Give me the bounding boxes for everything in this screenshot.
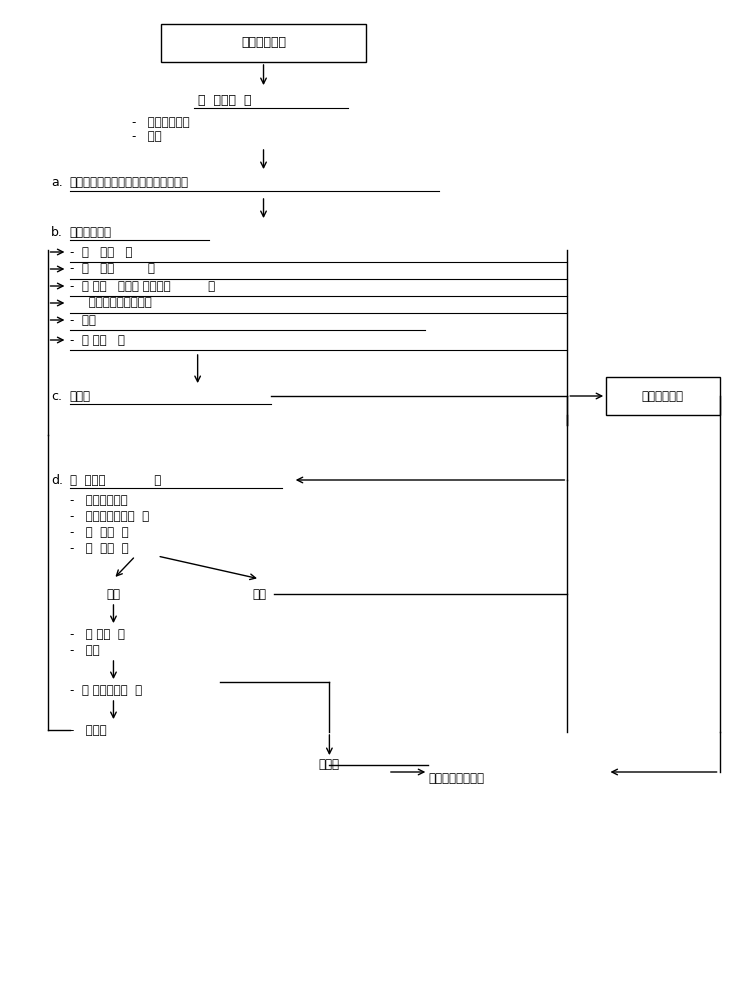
Text: a.: a. <box>51 176 63 190</box>
Text: 饰面层: 饰面层 <box>70 389 91 402</box>
Text: 污泥: 污泥 <box>253 587 267 600</box>
Text: -   （絮凝剂的添加  ）: - （絮凝剂的添加 ） <box>70 510 149 522</box>
Text: 滤液: 滤液 <box>106 587 121 600</box>
Text: -   底涂: - 底涂 <box>132 130 161 143</box>
Text: （  预处理  ）: （ 预处理 ） <box>198 94 251 106</box>
Text: -  （ 干燥   ）: - （ 干燥 ） <box>70 334 124 347</box>
Text: -   蒸馏: - 蒸馏 <box>70 644 99 656</box>
Text: 残留物: 残留物 <box>319 758 340 772</box>
Text: -  （ 冲洗   ），（ 白化激活          ）: - （ 冲洗 ），（ 白化激活 ） <box>70 279 214 292</box>
Text: -  （   敏化         ）: - （ 敏化 ） <box>70 262 154 275</box>
Bar <box>606 377 720 415</box>
Text: -   （  滤析  ）: - （ 滤析 ） <box>70 526 128 538</box>
Text: -   流出物的回收: - 流出物的回收 <box>70 493 127 506</box>
Text: d.: d. <box>51 474 63 487</box>
Text: -   蒸馏液: - 蒸馏液 <box>70 724 106 736</box>
Text: -  （   润湿   ）: - （ 润湿 ） <box>70 245 132 258</box>
Text: -   （  分离  ）: - （ 分离 ） <box>70 542 128 554</box>
Text: 专门的再处理中心: 专门的再处理中心 <box>428 772 485 784</box>
Text: b.: b. <box>51 226 63 238</box>
Text: c.: c. <box>51 389 62 402</box>
Text: -  冲洗: - 冲洗 <box>70 314 95 326</box>
Text: -   （ 中和  ）: - （ 中和 ） <box>70 628 124 641</box>
Text: -  （ 经过活性炭  ）: - （ 经过活性炭 ） <box>70 684 142 696</box>
Text: 非电解镀金属: 非电解镀金属 <box>70 226 111 238</box>
Text: 镀金属的衬底: 镀金属的衬底 <box>642 389 684 402</box>
Text: 氧化还原溶液的喷射: 氧化还原溶液的喷射 <box>70 296 152 310</box>
Text: 用于降低衬底表张力的物理或化学处理: 用于降低衬底表张力的物理或化学处理 <box>70 176 189 190</box>
Text: 待镀金属衬底: 待镀金属衬底 <box>241 36 286 49</box>
Bar <box>161 24 366 62</box>
Text: （  再处理             ）: （ 再处理 ） <box>70 474 161 487</box>
Text: -   表面偶联处理: - 表面偶联处理 <box>132 115 190 128</box>
